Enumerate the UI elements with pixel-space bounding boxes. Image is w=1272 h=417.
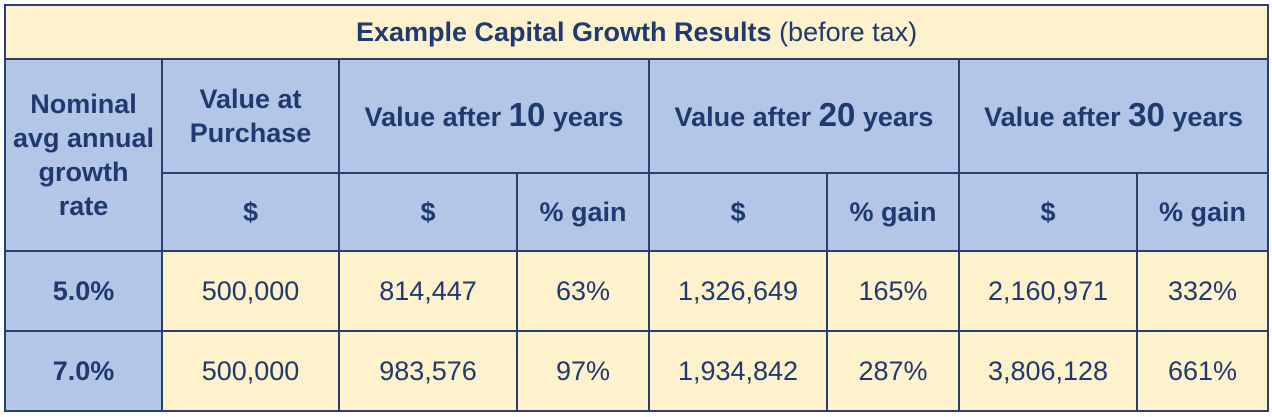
cell-gain-10: 63% <box>516 250 650 332</box>
header-20-dollar: $ <box>648 172 828 252</box>
cell-gain-20: 165% <box>826 250 960 332</box>
header-years-20: 20 <box>818 96 856 133</box>
header-growth-rate: Nominal avg annual growth rate <box>4 58 163 252</box>
header-purchase-line-2: Purchase <box>189 118 312 148</box>
cell-purchase-value: 500,000 <box>161 250 340 332</box>
header-value-after-20: Value after 20 years <box>648 58 960 174</box>
title-note: (before tax) <box>779 16 918 47</box>
row-growth-rate: 7.0% <box>4 330 163 412</box>
header-value-after-10: Value after 10 years <box>338 58 650 174</box>
cell-gain-30: 332% <box>1135 250 1270 332</box>
cell-value-30: 3,806,128 <box>958 330 1138 412</box>
header-10-dollar: $ <box>338 172 518 252</box>
table-title: Example Capital Growth Results (before t… <box>3 4 1270 60</box>
cell-value-20: 1,934,842 <box>648 330 828 412</box>
header-rate-line-3: growth <box>38 157 129 187</box>
capital-growth-table: Example Capital Growth Results (before t… <box>3 4 1270 412</box>
header-prefix: Value after <box>364 102 502 132</box>
header-30-dollar: $ <box>958 172 1138 252</box>
header-prefix: Value after <box>674 102 812 132</box>
cell-value-20: 1,326,649 <box>648 250 828 332</box>
header-30-gain: % gain <box>1135 172 1270 252</box>
title-bold: Example Capital Growth Results <box>355 16 772 47</box>
cell-purchase-value: 500,000 <box>161 330 340 412</box>
header-years-30: 30 <box>1128 96 1165 133</box>
header-20-gain: % gain <box>826 172 960 252</box>
header-years-10: 10 <box>508 96 546 133</box>
header-purchase-line-1: Value at <box>199 84 302 114</box>
header-prefix: Value after <box>984 102 1121 132</box>
header-value-at-purchase: Value at Purchase <box>161 58 340 174</box>
header-rate-line-2: avg annual <box>12 123 155 153</box>
cell-value-10: 983,576 <box>338 330 518 412</box>
header-value-after-30: Value after 30 years <box>957 58 1270 174</box>
cell-gain-10: 97% <box>516 330 650 412</box>
row-growth-rate: 5.0% <box>4 250 163 332</box>
header-suffix: years <box>862 102 934 132</box>
cell-value-30: 2,160,971 <box>958 250 1138 332</box>
cell-gain-20: 287% <box>826 330 960 412</box>
header-purchase-dollar: $ <box>161 172 340 252</box>
table-row: 7.0% 500,000 983,576 97% 1,934,842 287% … <box>4 330 1270 412</box>
cell-gain-30: 661% <box>1135 330 1270 412</box>
header-suffix: years <box>1172 102 1243 132</box>
table-row: 5.0% 500,000 814,447 63% 1,326,649 165% … <box>4 250 1270 332</box>
cell-value-10: 814,447 <box>338 250 518 332</box>
header-10-gain: % gain <box>516 172 650 252</box>
header-suffix: years <box>552 102 624 132</box>
header-rate-line-4: rate <box>58 191 109 221</box>
header-rate-line-1: Nominal <box>30 89 137 119</box>
